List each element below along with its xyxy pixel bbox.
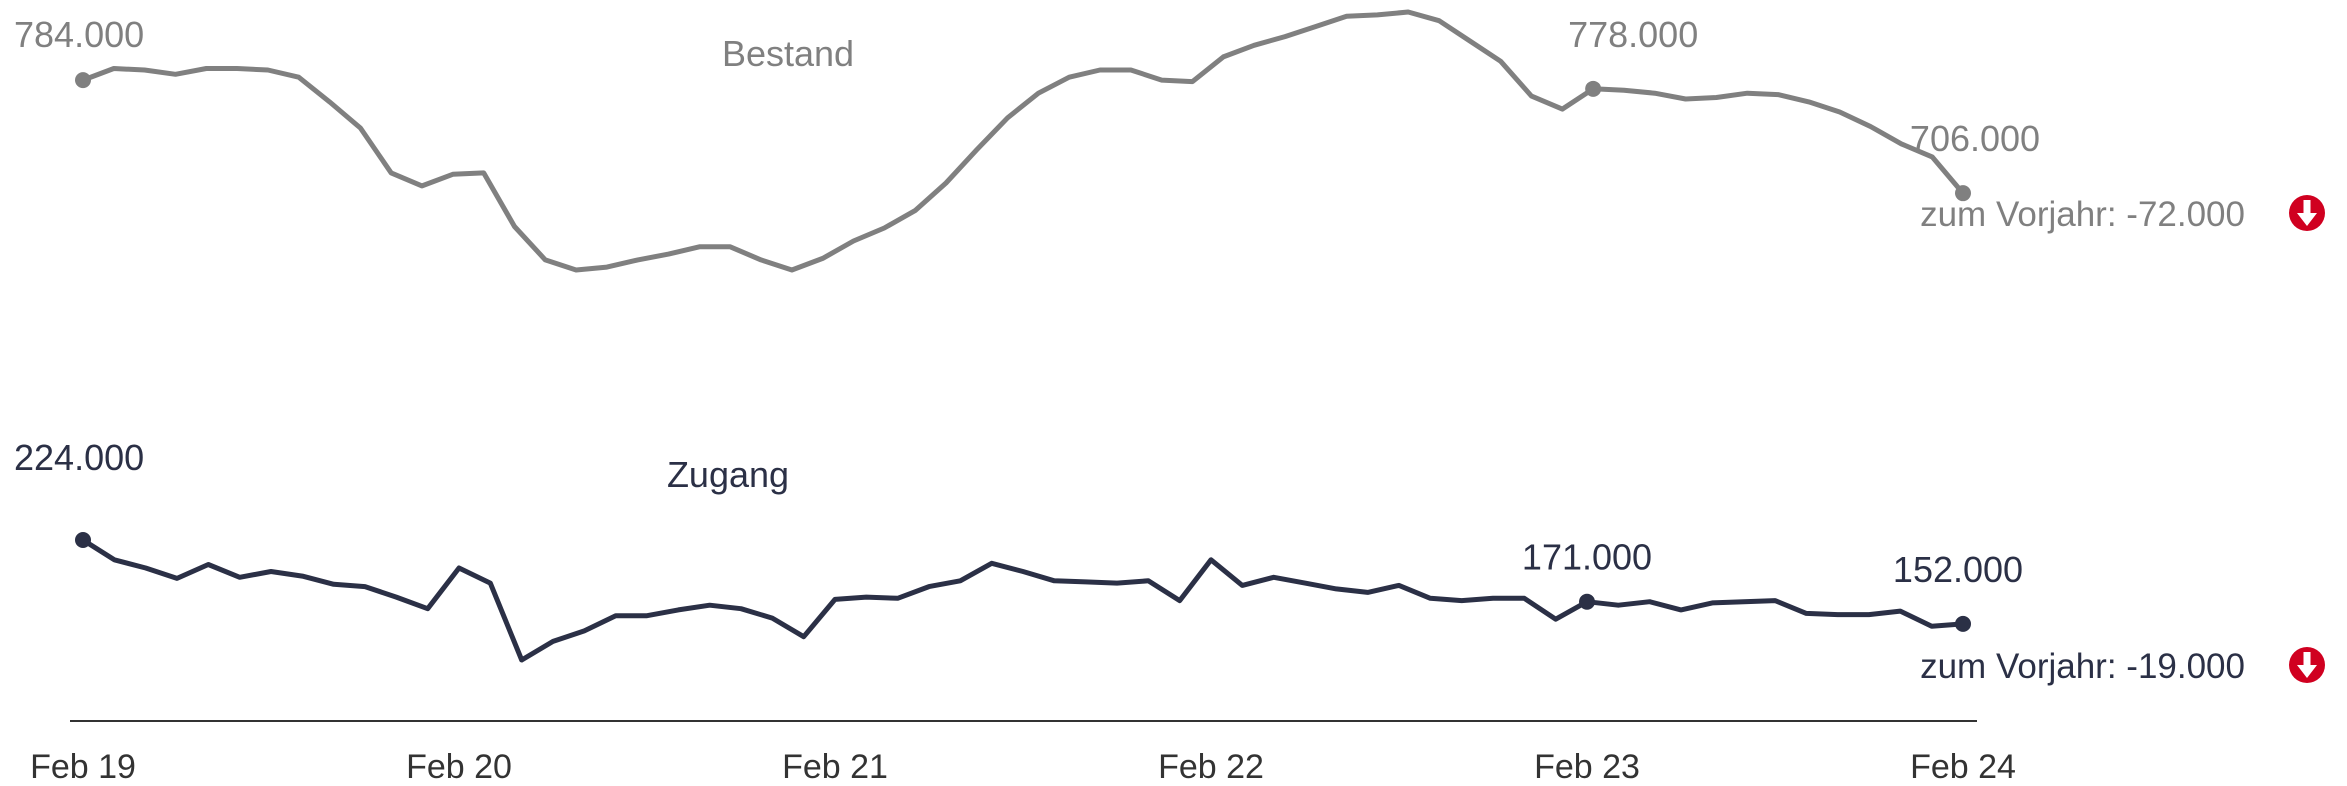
zugang-mid-point: [1579, 593, 1595, 610]
x-tick-label: Feb 23: [1534, 748, 1640, 786]
bestand-comparison: zum Vorjahr: -72.000: [1920, 195, 2245, 234]
bestand-start-point: [75, 72, 91, 89]
x-tick-label: Feb 22: [1158, 748, 1264, 786]
zugang-end-label: 152.000: [1893, 549, 2023, 590]
x-tick-label: Feb 24: [1910, 748, 2016, 786]
bestand-mid-label: 778.000: [1568, 14, 1698, 55]
x-tick-label: Feb 19: [30, 748, 136, 786]
bestand-end-label: 706.000: [1910, 118, 2040, 159]
bestand-series-group: 784.000 778.000 706.000 Bestand zum Vorjahr:…: [14, 9, 2325, 273]
x-tick-label: Feb 21: [782, 748, 888, 786]
bestand-end-point: [1955, 185, 1971, 202]
bestand-start-label: 784.000: [14, 14, 144, 55]
down-arrow-icon: [2289, 647, 2325, 683]
zugang-series-group: 224.000 171.000 152.000 Zugang zum Vorjahr: …: [14, 437, 2325, 686]
zugang-end-point: [1955, 615, 1971, 632]
down-arrow-icon: [2289, 195, 2325, 231]
bestand-series-name: Bestand: [722, 33, 854, 74]
zugang-line: [80, 537, 1966, 663]
zugang-mid-label: 171.000: [1522, 537, 1652, 578]
zugang-start-point: [75, 532, 91, 548]
zugang-series-name: Zugang: [667, 454, 789, 495]
zugang-comparison: zum Vorjahr: -19.000: [1920, 647, 2245, 686]
zugang-start-label: 224.000: [14, 437, 144, 478]
bestand-mid-point: [1585, 80, 1602, 97]
x-axis: Feb 19 Feb 20 Feb 21 Feb 22 Feb 23 Feb 24: [30, 720, 2016, 786]
bestand-line: [80, 9, 1966, 273]
x-tick-label: Feb 20: [406, 748, 512, 786]
